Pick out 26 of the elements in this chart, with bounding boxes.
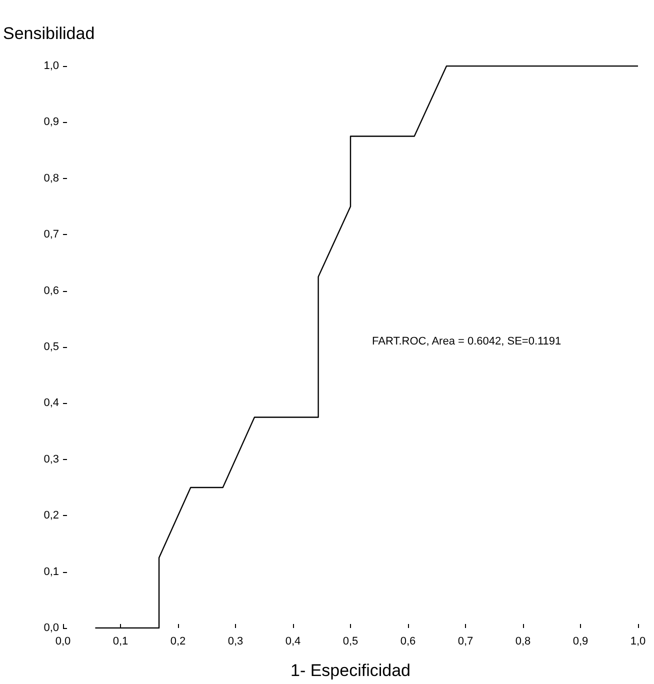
x-tick-label: 0,3 bbox=[228, 636, 244, 648]
y-tick-label: 0,6 bbox=[44, 284, 59, 297]
x-tick-label: 0,6 bbox=[400, 636, 416, 648]
y-tick-label: 0,1 bbox=[44, 566, 59, 578]
y-tick-label: 1,0 bbox=[44, 60, 59, 72]
x-tick-label: 0,0 bbox=[55, 636, 71, 648]
x-tick-label: 1,0 bbox=[630, 636, 646, 648]
x-tick-label: 0,7 bbox=[458, 636, 474, 648]
annotation: FART.ROC, Area = 0.6042, SE=0.1191 bbox=[372, 336, 562, 348]
x-axis-title: 1- Especificidad bbox=[290, 661, 411, 680]
line-series bbox=[94, 65, 639, 629]
x-tick-label: 0,2 bbox=[170, 636, 186, 648]
y-tick-label: 0,2 bbox=[44, 510, 59, 522]
y-tick-label: 0,8 bbox=[44, 172, 59, 184]
y-axis-title: Sensibilidad bbox=[3, 24, 95, 43]
x-tick-label: 0,8 bbox=[515, 636, 531, 648]
x-tick-label: 0,1 bbox=[112, 636, 128, 648]
y-tick-label: 0,4 bbox=[44, 397, 59, 410]
x-tick-label: 0,4 bbox=[285, 636, 301, 648]
y-tick-label: 0,3 bbox=[44, 453, 59, 466]
y-tick-label: 0,9 bbox=[44, 116, 59, 128]
x-tick-label: 0,5 bbox=[342, 636, 358, 648]
y-tick-label: 0,0 bbox=[44, 622, 59, 634]
x-tick-label: 0,9 bbox=[572, 636, 588, 648]
y-tick-label: 0,5 bbox=[44, 341, 59, 353]
y-tick-label: 0,7 bbox=[44, 228, 59, 241]
